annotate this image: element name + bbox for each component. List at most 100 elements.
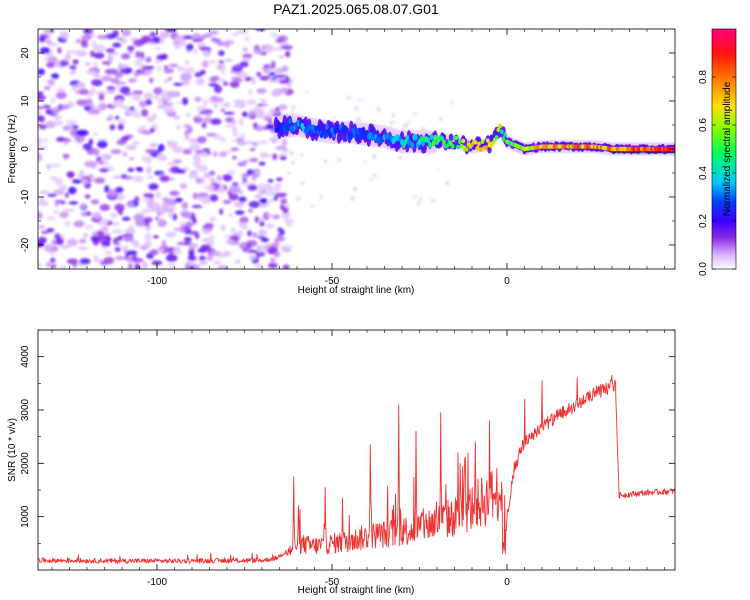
noise-speckle [151,260,163,266]
noise-speckle [54,177,64,186]
noise-speckle [216,41,226,47]
noise-speckle [219,151,227,157]
noise-speckle [56,237,64,246]
noise-speckle [232,182,239,186]
noise-speckle [247,89,253,95]
noise-speckle [202,117,213,124]
signal-core [473,140,478,145]
noise-speckle [134,59,143,67]
noise-speckle [202,200,209,205]
noise-speckle [403,123,406,128]
noise-speckle [280,204,285,210]
signal-core [414,134,418,141]
noise-speckle [196,114,203,119]
noise-speckle [225,239,235,245]
signal-core [288,117,292,125]
noise-speckle [107,114,115,121]
noise-speckle [133,39,145,47]
signal-outer [448,133,454,142]
noise-speckle [39,196,44,202]
noise-speckle [195,177,206,184]
noise-speckle [234,210,245,215]
signal-core [479,147,483,152]
noise-speckle [201,122,207,129]
noise-speckle [416,201,421,207]
noise-speckle [372,154,377,160]
noise-speckle [219,208,224,215]
noise-speckle [174,34,184,43]
noise-speckle [127,45,135,52]
noise-speckle [53,115,63,120]
noise-speckle [134,263,141,269]
noise-speckle [253,106,261,114]
noise-speckle [90,199,100,205]
noise-speckle [215,78,227,83]
noise-speckle [38,91,44,96]
noise-speckle [249,147,256,152]
noise-speckle [143,92,154,101]
signal-core [498,124,502,129]
noise-speckle [220,67,226,75]
noise-speckle [46,216,56,220]
noise-speckle [225,42,230,48]
noise-speckle [91,40,97,49]
noise-speckle [241,173,249,180]
noise-speckle [57,47,62,54]
noise-speckle [99,204,111,211]
signal-core [454,135,459,141]
noise-speckle [172,248,182,255]
noise-speckle [90,235,100,242]
noise-speckle [120,106,130,110]
noise-speckle [164,106,176,115]
noise-speckle [450,100,453,105]
noise-speckle [38,106,45,110]
noise-speckle [323,159,328,163]
noise-speckle [85,70,98,75]
noise-speckle [120,245,130,250]
noise-speckle [99,161,104,165]
noise-speckle [206,112,211,117]
noise-speckle [38,36,46,43]
noise-speckle [224,234,230,239]
noise-speckle [278,55,285,59]
signal-core [458,139,462,144]
noise-speckle [133,196,140,203]
noise-speckle [290,109,294,114]
noise-speckle [44,29,51,36]
noise-speckle [172,213,177,221]
noise-speckle [63,153,68,160]
noise-speckle [101,61,111,65]
noise-speckle [368,178,373,181]
noise-speckle [240,133,246,139]
noise-speckle [115,84,121,91]
snr-plot-area [38,330,675,570]
noise-speckle [172,146,183,154]
noise-speckle [291,160,295,166]
noise-speckle [121,136,130,141]
noise-speckle [209,234,215,242]
noise-speckle [59,211,69,219]
noise-speckle [188,249,195,257]
noise-speckle [251,76,256,85]
noise-speckle [163,65,169,69]
signal-core [486,138,490,143]
noise-speckle [248,255,257,261]
noise-speckle [230,147,240,152]
noise-speckle [84,194,91,200]
noise-speckle [181,97,189,106]
noise-speckle [265,214,276,218]
noise-speckle [232,155,237,160]
noise-speckle [81,176,91,180]
noise-speckle [141,155,153,163]
noise-speckle [161,239,167,248]
noise-speckle [333,116,336,120]
noise-speckle [52,120,64,126]
noise-speckle [132,214,144,221]
noise-speckle [51,107,60,114]
signal-core [501,137,506,142]
noise-speckle [169,191,179,196]
noise-speckle [71,84,78,92]
noise-speckle [255,170,261,176]
noise-speckle [98,93,105,101]
noise-speckle [38,236,47,244]
